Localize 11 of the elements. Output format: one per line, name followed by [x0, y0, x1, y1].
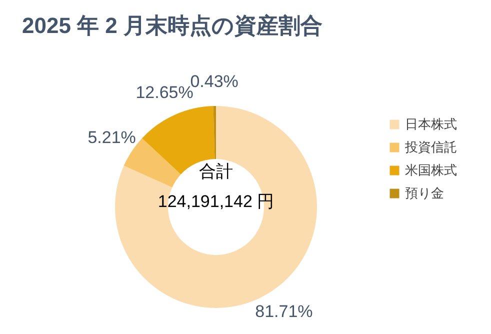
- data-label: 0.43%: [190, 72, 238, 92]
- data-label: 5.21%: [88, 128, 136, 147]
- donut-slice: [213, 106, 216, 160]
- legend-label: 米国株式: [405, 162, 457, 178]
- text: 124,191,142 円: [158, 192, 274, 211]
- legend-label: 日本株式: [405, 116, 457, 132]
- legend-label: 投資信託: [404, 140, 457, 154]
- text: 合計: [199, 162, 233, 181]
- chart-title: 2025 年 2 月末時点の資産割合: [22, 13, 323, 38]
- data-label: 81.71%: [255, 302, 313, 321]
- legend-label: 預り金: [405, 186, 444, 200]
